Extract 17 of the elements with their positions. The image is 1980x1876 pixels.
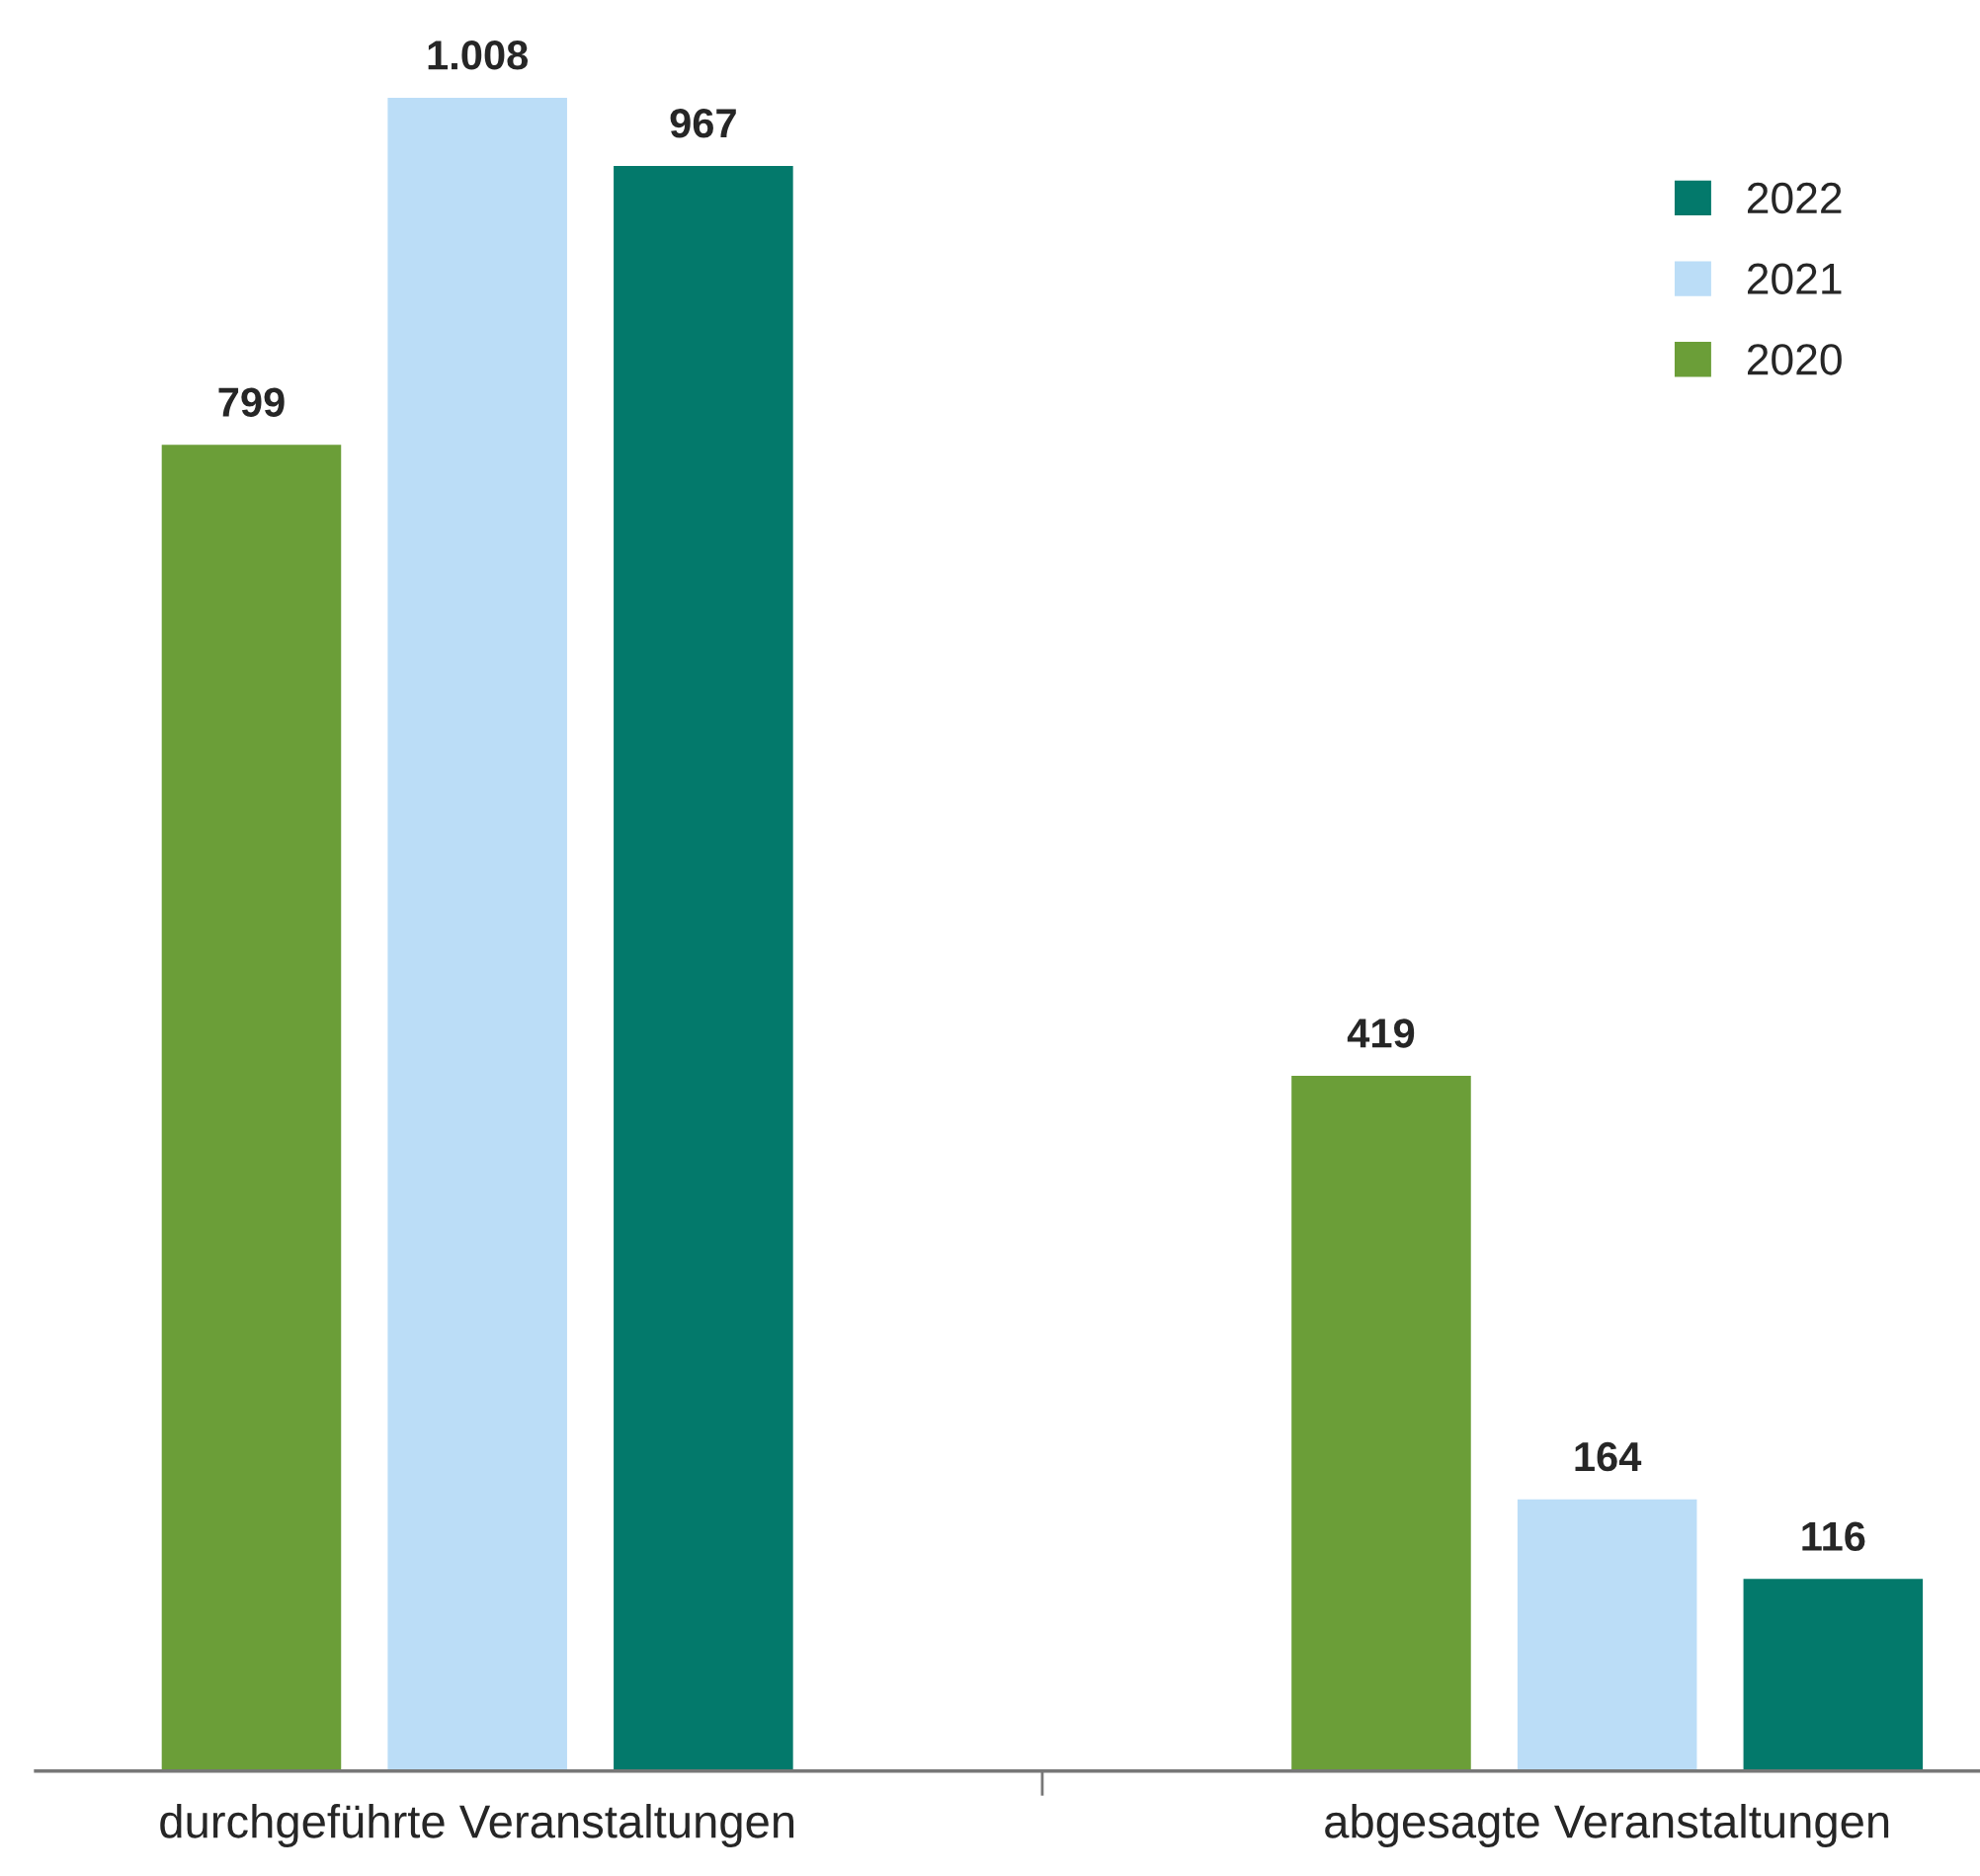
data-label: 967: [670, 109, 736, 138]
bar: [1742, 1577, 1925, 1771]
bar: [1516, 1498, 1698, 1771]
data-label: 116: [1802, 1521, 1865, 1551]
data-label: 164: [1575, 1441, 1642, 1472]
legend-label: 2020: [1747, 344, 1842, 375]
bar: [160, 443, 343, 1771]
data-label: 419: [1347, 1019, 1415, 1048]
bar: [385, 96, 569, 1771]
bar: [1289, 1074, 1473, 1771]
x-tick-label: durchgeführte Veranstaltungen: [160, 1803, 794, 1848]
legend-label: 2022: [1747, 182, 1842, 214]
x-tick-label: abgesagte Veranstaltungen: [1325, 1803, 1889, 1848]
data-label: 1.008: [428, 41, 529, 70]
bar: [612, 164, 795, 1771]
data-label: 799: [218, 387, 285, 417]
legend-label: 2021: [1747, 263, 1842, 294]
